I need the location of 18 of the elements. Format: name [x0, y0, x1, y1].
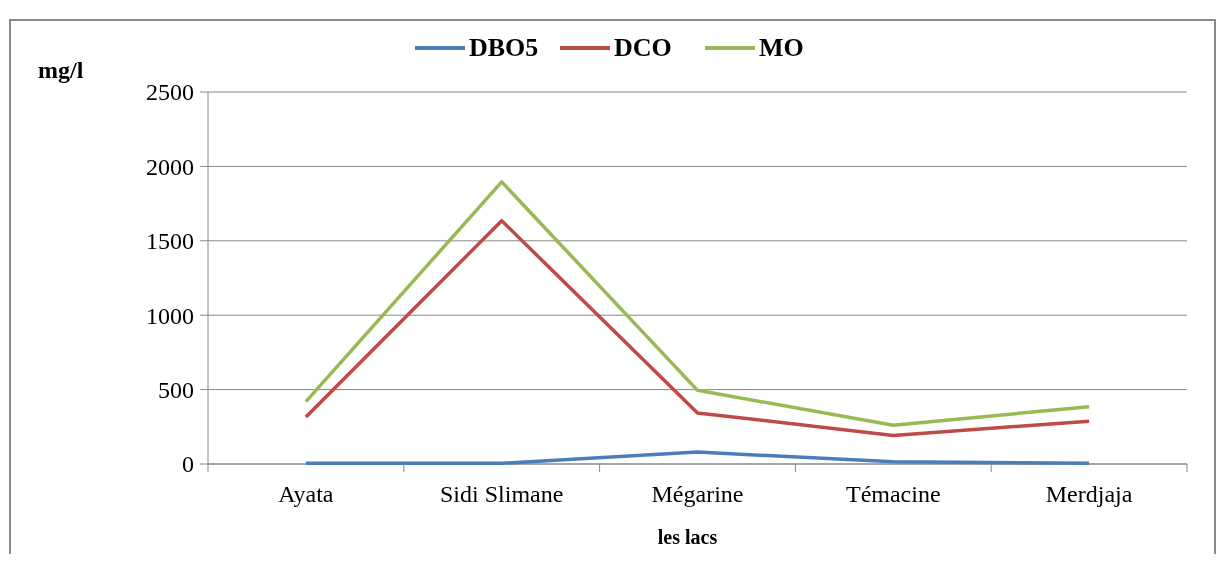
legend-label: DCO: [614, 33, 672, 62]
x-tick-label: Mégarine: [651, 481, 744, 507]
legend-label: MO: [759, 33, 804, 62]
x-tick-label: Témacine: [846, 481, 941, 507]
line-series: [304, 218, 1091, 438]
x-axis-title: les lacs: [657, 526, 718, 548]
y-tick-label: 500: [158, 377, 194, 403]
x-tick-label: Merdjaja: [1045, 481, 1133, 507]
y-tick-label: 1500: [146, 228, 194, 255]
line-series: [304, 180, 1091, 427]
x-tick-label: Sidi Slimane: [440, 481, 564, 507]
y-tick-label: 1000: [146, 302, 194, 329]
y-tick-label: 2500: [146, 79, 194, 106]
x-tick-label: Ayata: [278, 481, 334, 507]
y-axis-title: mg/l: [38, 57, 84, 83]
legend-label: DBO5: [469, 33, 539, 62]
y-tick-label: 2000: [146, 153, 194, 180]
y-tick-label: 0: [182, 451, 194, 478]
